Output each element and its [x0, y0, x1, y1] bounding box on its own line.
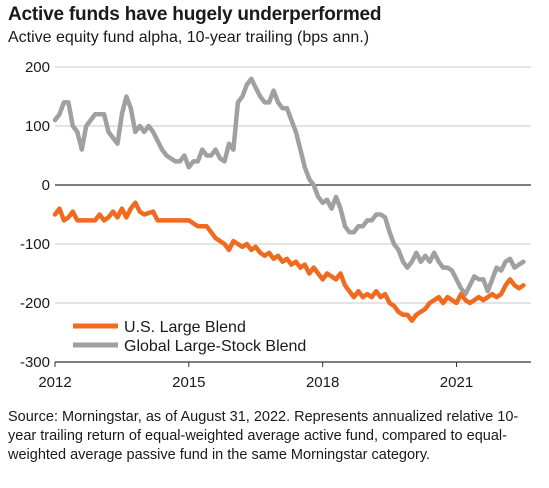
y-tick-label: 0: [42, 177, 50, 194]
y-tick-label: -200: [20, 295, 50, 312]
source-note: Source: Morningstar, as of August 31, 20…: [8, 409, 519, 463]
legend: U.S. Large Blend Global Large-Stock Blend: [73, 319, 306, 355]
x-tick-label: 2021: [440, 374, 473, 391]
y-tick-label: 200: [25, 59, 50, 76]
y-tick-label: -300: [20, 354, 50, 371]
series-line-global-large-stock-blend: [52, 76, 526, 297]
x-tick-label: 2015: [172, 374, 205, 391]
y-tick-label: 100: [25, 118, 50, 135]
y-tick-label: -100: [20, 236, 50, 253]
legend-label: U.S. Large Blend: [124, 319, 246, 336]
chart-subtitle: Active equity fund alpha, 10-year traili…: [8, 29, 370, 46]
x-tick-label: 2012: [38, 374, 71, 391]
x-axis-tick-labels: 2012 2015 2018 2021: [38, 362, 473, 391]
y-axis-tick-labels: 200 100 0 -100 -200 -300: [20, 59, 50, 371]
series-lines: [52, 76, 526, 323]
legend-label: Global Large-Stock Blend: [124, 338, 306, 355]
line-chart: 200 100 0 -100 -200 -300 2012 2015 2018 2021 U.S…: [20, 59, 531, 391]
x-tick-label: 2018: [306, 374, 339, 391]
chart-title: Active funds have hugely underperformed: [8, 4, 382, 25]
series-line-us-large-blend: [52, 200, 526, 323]
